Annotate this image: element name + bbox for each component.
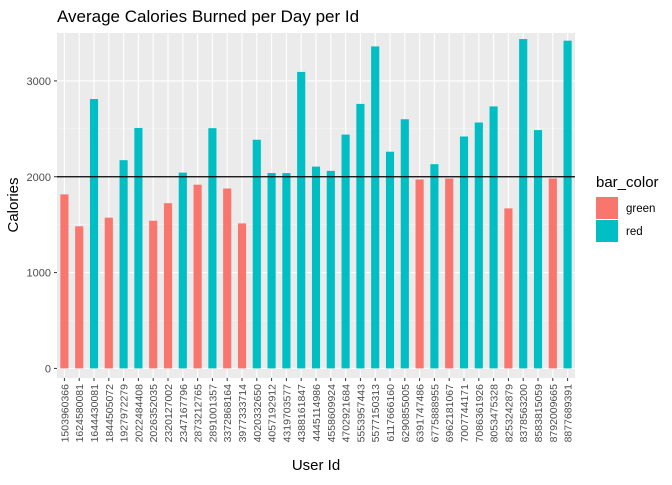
bar [371,46,380,369]
x-tick-label: 6117666160 [385,384,397,442]
bar [75,226,84,369]
y-tick-label: 2000 [27,172,51,184]
bar [326,170,335,369]
y-tick-label: 3000 [27,76,51,88]
bar [519,39,528,369]
bar [237,223,247,369]
x-tick-label: 4020332650 [252,384,264,443]
bars [60,39,572,369]
x-tick-label: 6775888955 [429,384,441,443]
bar [119,160,128,369]
x-tick-label: 1927972279 [119,384,131,443]
x-tick-label: 1644430081 [89,384,101,443]
x-tick-label: 2022484408 [133,384,145,443]
bar [223,188,232,369]
bar [89,99,99,369]
x-axis: 1503960366 1624580081 1644430081 1844505072… [59,378,575,443]
bar [385,151,395,369]
bar [341,134,350,369]
x-tick-label: 1844505072 [104,384,116,443]
x-tick-label: 8792009665 [548,384,560,443]
bar [415,179,424,369]
legend-key [596,197,618,219]
y-axis-label: Calories [5,177,22,232]
bar [252,139,261,369]
bar [149,220,158,369]
x-tick-label: 6391747486 [415,384,427,443]
x-tick-label: 8253242879 [503,384,515,443]
x-tick-label: 4702921684 [341,384,353,443]
x-tick-label: 2873212765 [193,384,205,443]
bar [430,164,439,369]
x-axis-label: User Id [292,457,340,474]
bar [297,71,306,369]
legend-label: green [626,203,655,215]
legend-key [596,220,618,242]
x-tick-label: 8877689391 [563,384,575,443]
x-tick-label: 6962181067 [444,384,456,443]
x-tick-label: 1624580081 [74,384,86,443]
bar [267,173,276,369]
x-tick-label: 8053475328 [489,384,501,443]
bar [60,194,69,369]
bar [474,122,483,369]
bar [208,128,217,369]
bar [193,184,202,369]
y-tick-label: 1000 [27,268,51,280]
bar [489,106,498,369]
bar [163,203,173,369]
x-tick-label: 2026352035 [148,384,160,443]
bar [533,130,543,369]
bar [311,166,321,369]
bar [548,178,557,369]
x-tick-label: 5553957443 [355,384,367,443]
x-tick-label: 2320127002 [163,384,175,443]
bar [104,217,113,369]
x-tick-label: 5577150313 [370,384,382,443]
x-tick-label: 2347167796 [178,384,190,443]
x-tick-label: 4057192912 [267,384,279,443]
x-tick-label: 4319703577 [281,384,293,443]
x-tick-label: 8378563200 [518,384,530,443]
bar [504,208,513,369]
x-tick-label: 8583815059 [533,384,545,443]
x-tick-label: 1503960366 [59,384,71,443]
bar [356,103,365,369]
bar [400,119,409,369]
bar [178,172,187,369]
x-tick-label: 3977333714 [237,384,249,443]
x-tick-label: 4388161847 [296,384,308,443]
x-tick-label: 3372868164 [222,384,234,443]
x-tick-label: 7086361926 [474,384,486,443]
bar [282,173,291,369]
x-tick-label: 2891001357 [207,384,219,443]
x-tick-label: 4445114986 [311,384,323,442]
x-tick-label: 4558609924 [326,384,338,443]
bar [134,127,143,369]
legend-title: bar_color [596,174,659,191]
x-tick-label: 7007744171 [459,384,471,443]
x-tick-label: 6290855005 [400,384,412,443]
y-axis: 0 1000 2000 3000 [27,76,57,375]
bar [459,136,469,369]
bar [563,40,572,369]
chart-title: Average Calories Burned per Day per Id [57,7,359,26]
legend-label: red [626,226,643,238]
legend: bar_color green red [596,174,659,242]
bar [445,178,454,369]
y-tick-label: 0 [45,363,51,375]
